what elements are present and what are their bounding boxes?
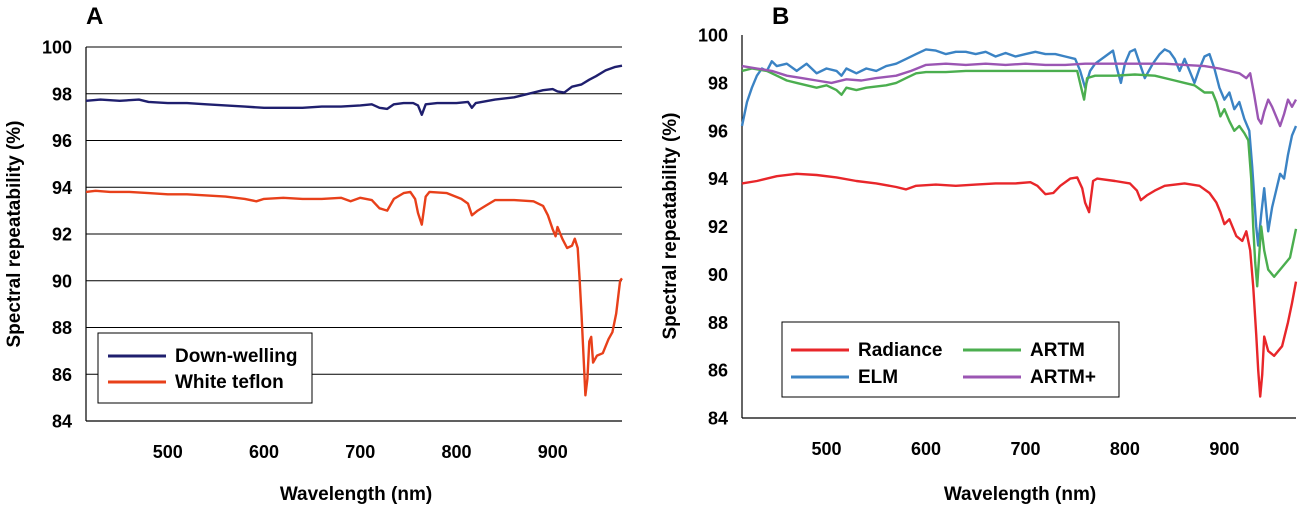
- panel-b-y-tick-90: 90: [708, 265, 728, 285]
- panel-b-x-tick-900: 900: [1209, 439, 1239, 459]
- panel-a-y-tick-100: 100: [42, 38, 72, 58]
- panel-a-x-tick-900: 900: [538, 442, 568, 462]
- panel-b-series-artm-plus: [741, 62, 1298, 128]
- panel-b-series-radiance: [741, 172, 1298, 398]
- panel-a-x-tick-800: 800: [441, 442, 471, 462]
- legend-label-radiance: Radiance: [858, 340, 942, 361]
- panel-a-y-tick-92: 92: [52, 225, 72, 245]
- panel-a-x-tick-500: 500: [153, 442, 183, 462]
- panel-a-y-tick-86: 86: [52, 365, 72, 385]
- panel-b-y-tick-94: 94: [708, 169, 728, 189]
- legend-label-artm: ARTM: [1030, 340, 1085, 361]
- legend-label-elm: ELM: [858, 367, 898, 388]
- panel-a-series-down-welling: [85, 64, 623, 116]
- panel-b-y-tick-98: 98: [708, 73, 728, 93]
- panel-a-y-tick-84: 84: [52, 412, 72, 432]
- panel-a-gridlines: [86, 46, 622, 375]
- panel-b-y-tick-92: 92: [708, 217, 728, 237]
- panel-a-y-tick-96: 96: [52, 131, 72, 151]
- panel-b-x-tick-800: 800: [1110, 439, 1140, 459]
- panel-b-series: [740, 48, 1298, 398]
- panel-a-tick-labels: 84 86 88 90 92 94 96 98 100 500 600 700 800 900: [42, 38, 568, 463]
- panel-b-y-tick-88: 88: [708, 313, 728, 333]
- panel-b-y-tick-100: 100: [698, 26, 728, 46]
- panel-b-legend-box: [781, 321, 1120, 398]
- legend-label-artm-plus: ARTM+: [1030, 367, 1096, 388]
- panel-b-x-axis-title: Wavelength (nm): [944, 484, 1096, 505]
- panel-b-y-tick-96: 96: [708, 121, 728, 141]
- panel-b-series-elm: [740, 48, 1298, 247]
- panel-b-series-artm: [741, 67, 1298, 288]
- panel-b-y-tick-86: 86: [708, 361, 728, 381]
- panel-b-y-axis-title: Spectral repeatability (%): [660, 112, 681, 339]
- panel-a-series: [85, 64, 623, 397]
- panel-a-y-tick-94: 94: [52, 178, 72, 198]
- panel-b-tick-labels: 84 86 88 90 92 94 96 98 100 500 600 700 800 900: [698, 26, 1239, 460]
- panel-a-legend-box: [97, 332, 313, 404]
- panel-a-y-axis-title: Spectral repeatability (%): [4, 120, 25, 347]
- panel-a: A 84 86 88 90 92 94 96 98 100 500 600 700 800 900 Wav…: [4, 3, 623, 505]
- panel-b-legend: Radiance ELM ARTM ARTM+: [781, 321, 1120, 398]
- panel-a-x-tick-600: 600: [249, 442, 279, 462]
- panel-a-y-tick-88: 88: [52, 318, 72, 338]
- panel-b-y-tick-84: 84: [708, 409, 728, 429]
- panel-a-letter: A: [86, 3, 103, 30]
- legend-label-white-teflon: White teflon: [175, 372, 284, 393]
- panel-b-letter: B: [772, 3, 789, 30]
- panel-a-legend: Down-welling White teflon: [97, 332, 313, 404]
- panel-b-x-tick-500: 500: [812, 439, 842, 459]
- panel-b-x-tick-700: 700: [1010, 439, 1040, 459]
- panel-a-series-white-teflon: [85, 189, 623, 397]
- panel-b-x-tick-600: 600: [911, 439, 941, 459]
- panel-b: B 84 86 88 90 92 94 96 98 100 500 600 700 800 900 Wav…: [660, 3, 1298, 505]
- panel-a-x-axis-title: Wavelength (nm): [280, 484, 432, 505]
- panel-a-y-tick-98: 98: [52, 84, 72, 104]
- panel-a-x-tick-700: 700: [345, 442, 375, 462]
- panel-a-y-tick-90: 90: [52, 271, 72, 291]
- legend-label-down-welling: Down-welling: [175, 346, 297, 367]
